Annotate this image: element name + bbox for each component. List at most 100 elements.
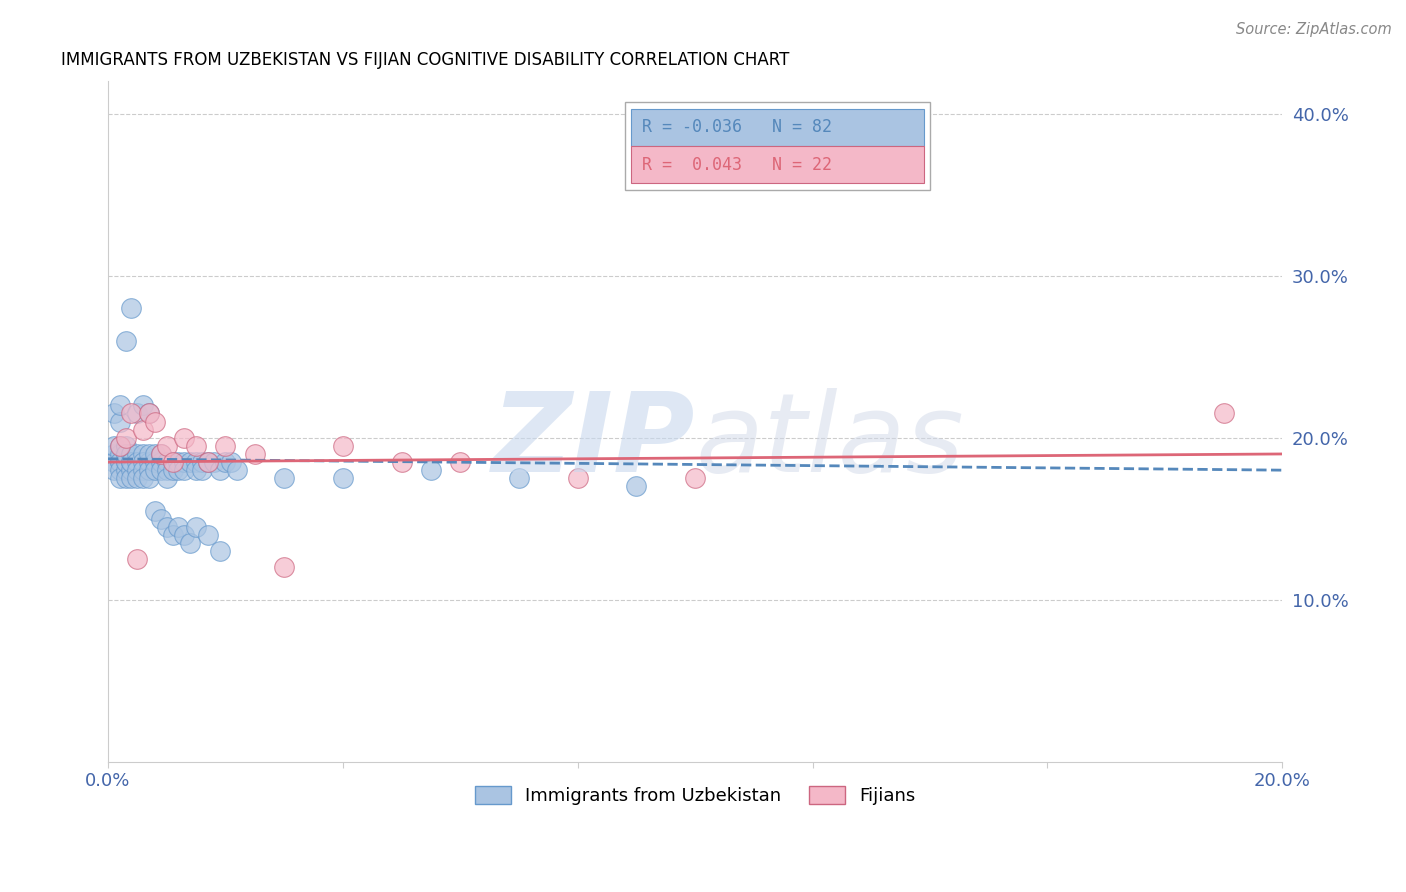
Point — [114, 447, 136, 461]
Point — [191, 455, 214, 469]
Point — [626, 479, 648, 493]
Point — [114, 455, 136, 469]
Point — [108, 439, 131, 453]
Point — [132, 463, 155, 477]
Point — [138, 407, 160, 421]
Point — [243, 447, 266, 461]
Point — [149, 512, 172, 526]
Point — [114, 431, 136, 445]
Point — [179, 536, 201, 550]
Point — [108, 471, 131, 485]
Point — [156, 455, 179, 469]
Point — [219, 455, 242, 469]
Point — [156, 520, 179, 534]
Point — [114, 447, 136, 461]
Point — [184, 439, 207, 453]
Point — [114, 439, 136, 453]
Point — [683, 471, 706, 485]
Point — [173, 528, 195, 542]
Point — [114, 455, 136, 469]
Point — [208, 463, 231, 477]
Point — [167, 463, 190, 477]
Point — [332, 439, 354, 453]
Point — [197, 528, 219, 542]
Point — [132, 447, 155, 461]
Point — [143, 503, 166, 517]
Point — [202, 455, 225, 469]
Point — [114, 463, 136, 477]
Point — [108, 447, 131, 461]
Point — [1212, 407, 1234, 421]
Point — [121, 471, 143, 485]
Point — [114, 334, 136, 348]
Point — [121, 407, 143, 421]
Point — [184, 463, 207, 477]
Point — [508, 471, 530, 485]
Point — [156, 471, 179, 485]
Point — [332, 471, 354, 485]
Point — [127, 455, 149, 469]
Point — [143, 447, 166, 461]
Text: R = -0.036   N = 82: R = -0.036 N = 82 — [643, 119, 832, 136]
Text: atlas: atlas — [695, 389, 963, 495]
Point — [114, 471, 136, 485]
Point — [121, 463, 143, 477]
Point — [121, 447, 143, 461]
FancyBboxPatch shape — [624, 102, 929, 190]
Point — [391, 455, 413, 469]
Point — [138, 447, 160, 461]
Point — [149, 447, 172, 461]
Point — [149, 455, 172, 469]
Point — [127, 552, 149, 566]
Point — [167, 520, 190, 534]
Point — [108, 415, 131, 429]
Point — [149, 447, 172, 461]
Point — [173, 463, 195, 477]
Point — [191, 463, 214, 477]
Point — [226, 463, 249, 477]
Point — [143, 415, 166, 429]
Point — [132, 455, 155, 469]
Point — [273, 471, 295, 485]
Text: R =  0.043   N = 22: R = 0.043 N = 22 — [643, 156, 832, 174]
Point — [127, 471, 149, 485]
Point — [567, 471, 589, 485]
Point — [121, 455, 143, 469]
Point — [103, 439, 125, 453]
Point — [179, 455, 201, 469]
Point — [108, 455, 131, 469]
Point — [143, 463, 166, 477]
Point — [173, 455, 195, 469]
Point — [132, 471, 155, 485]
Point — [121, 301, 143, 315]
Point — [184, 455, 207, 469]
Point — [197, 455, 219, 469]
Point — [419, 463, 441, 477]
Point — [103, 455, 125, 469]
Point — [108, 439, 131, 453]
Point — [108, 463, 131, 477]
Point — [197, 455, 219, 469]
Point — [184, 520, 207, 534]
Point — [138, 455, 160, 469]
Point — [156, 439, 179, 453]
Point — [132, 398, 155, 412]
Point — [167, 455, 190, 469]
Point — [273, 560, 295, 574]
Point — [103, 463, 125, 477]
Point — [127, 463, 149, 477]
Point — [208, 544, 231, 558]
Point — [162, 528, 184, 542]
Point — [103, 447, 125, 461]
Text: Source: ZipAtlas.com: Source: ZipAtlas.com — [1236, 22, 1392, 37]
FancyBboxPatch shape — [630, 109, 924, 146]
FancyBboxPatch shape — [630, 146, 924, 184]
Point — [149, 463, 172, 477]
Text: ZIP: ZIP — [492, 389, 695, 495]
Point — [449, 455, 471, 469]
Point — [103, 407, 125, 421]
Point — [143, 455, 166, 469]
Point — [214, 439, 236, 453]
Point — [162, 455, 184, 469]
Point — [121, 455, 143, 469]
